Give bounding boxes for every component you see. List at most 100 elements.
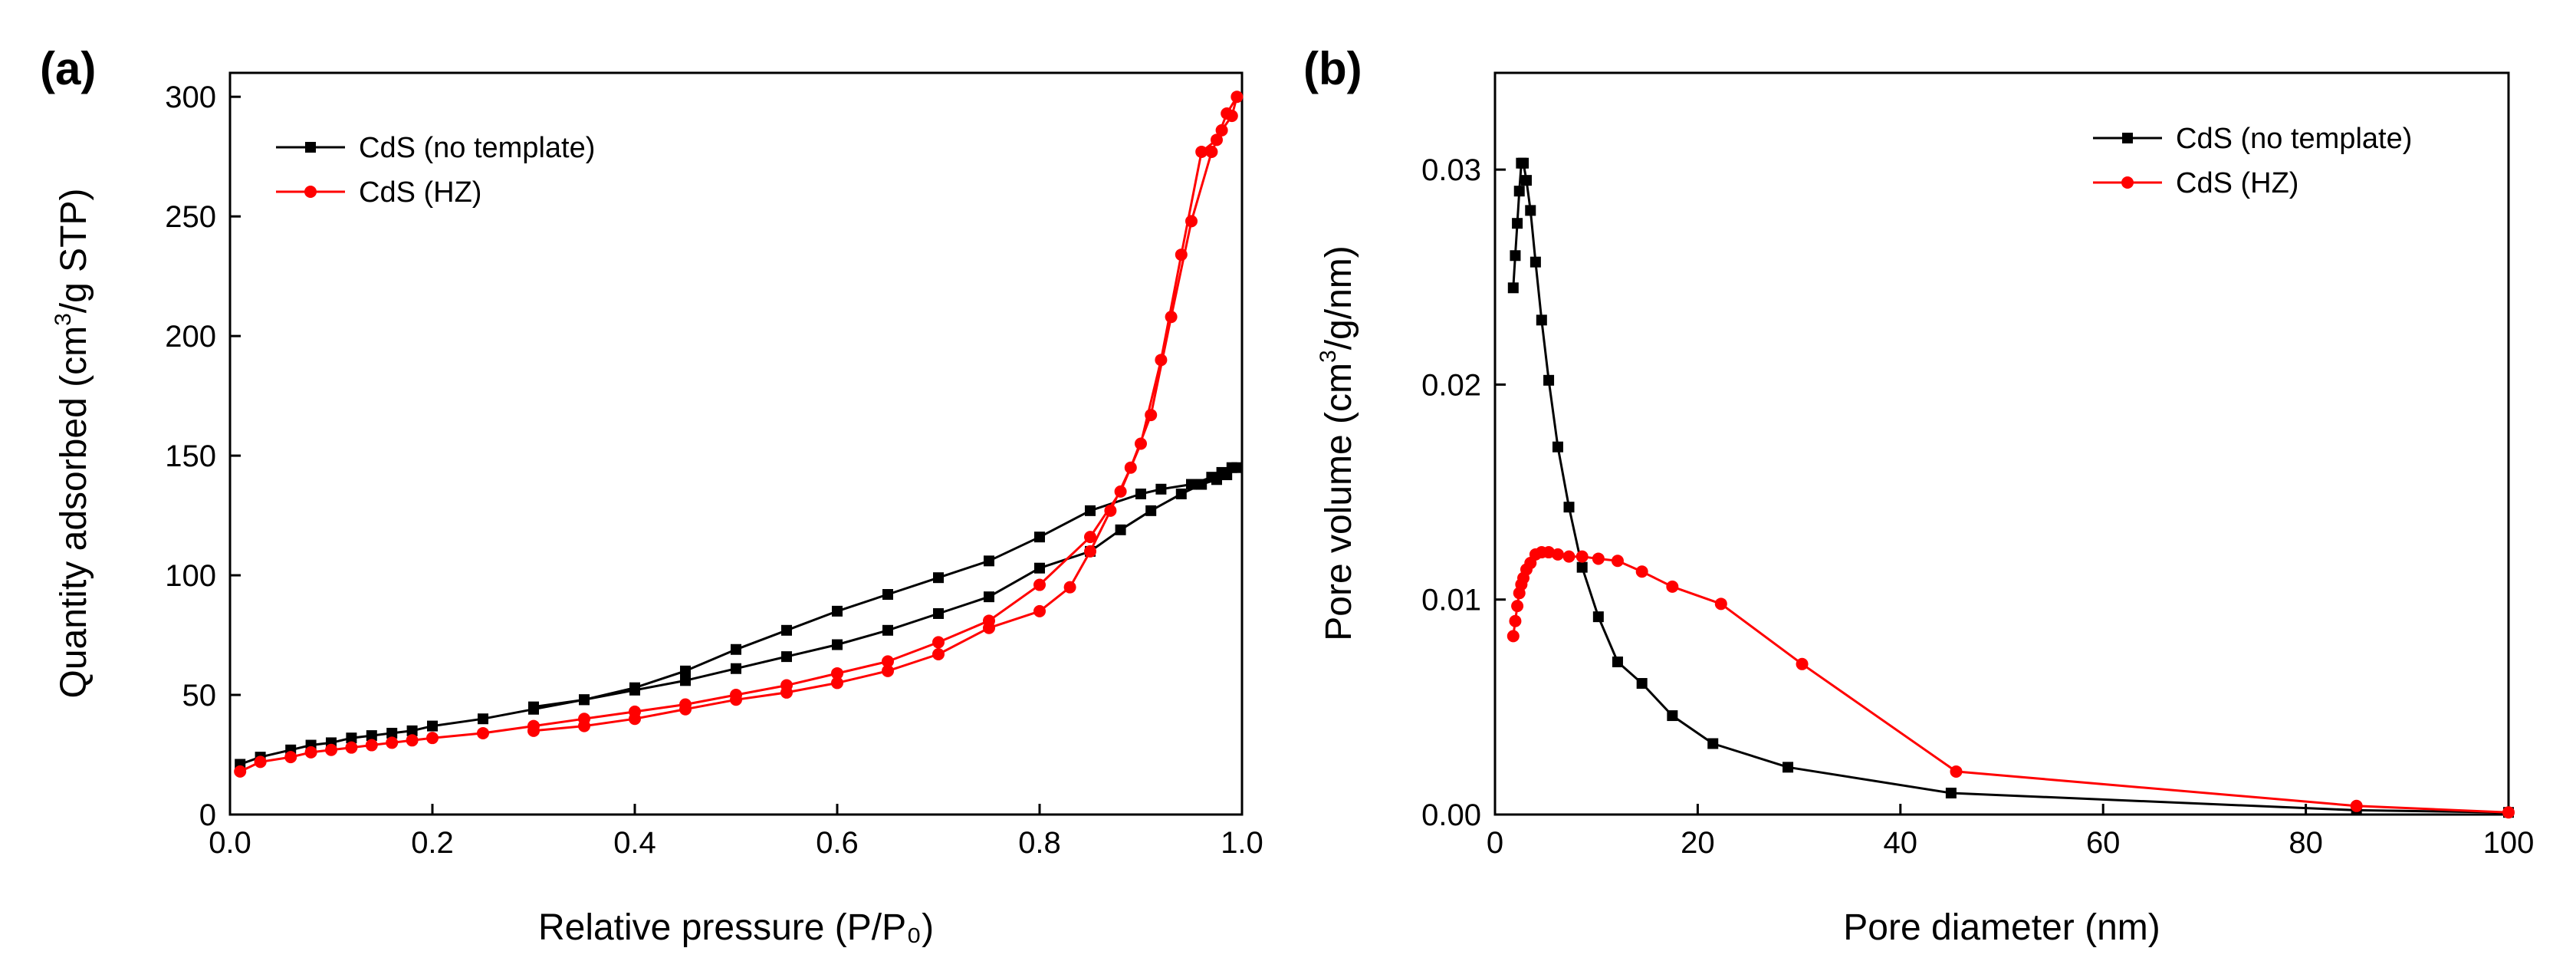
panel-b-x-tick-label: 100 <box>2483 826 2535 860</box>
panel-a-series-0-point <box>1155 483 1167 495</box>
panel-b-series-0-point <box>1612 656 1623 667</box>
panel-a-series-1-point <box>406 734 419 747</box>
panel-b-plot-frame <box>1493 71 2510 816</box>
panel-b-y-tick-label: 0.00 <box>1421 798 1481 832</box>
legend-label-hz: CdS (HZ) <box>359 176 481 209</box>
panel-a-series-1-point <box>730 693 742 706</box>
panel-b-series-0-point <box>1636 678 1648 690</box>
panel-a-series-0-point <box>933 607 944 619</box>
panel-b-series-1-point <box>1635 565 1648 578</box>
panel-a-series-0-point <box>1175 489 1187 500</box>
panel-a-series-1-point <box>1135 437 1147 450</box>
panel-a-y-tick-label: 200 <box>165 320 216 354</box>
panel-a-series-1-point <box>477 726 489 739</box>
panel-b-x-tick-label: 60 <box>2086 826 2121 860</box>
panel-a-series-0-point <box>832 639 843 650</box>
panel-a-series-0-point <box>1145 505 1157 516</box>
panel-a-series-1-point <box>1084 531 1096 544</box>
panel-b-series-1-point <box>1611 555 1624 568</box>
legend-label-no-template: CdS (no template) <box>359 132 595 164</box>
panel-a-y-ticks: 0 50 100 150 200 250 300 <box>165 81 241 832</box>
panel-b-series-0-point <box>1520 175 1532 186</box>
panel-a-series-0-point <box>528 701 539 713</box>
panel-a-y-tick-label: 100 <box>165 559 216 593</box>
panel-b-series-1-point <box>1714 597 1727 611</box>
panel-a-series-1-point <box>932 648 945 661</box>
panel-b-x-tick-label: 80 <box>2288 826 2323 860</box>
panel-b-series-0-point <box>1543 374 1555 386</box>
panel-b-series-0-point <box>1513 186 1525 197</box>
legend-label-no-template: CdS (no template) <box>2176 123 2412 155</box>
panel-a-series-1-point <box>426 732 439 745</box>
panel-a-series-1-point <box>304 746 317 759</box>
panel-b-y-axis-title: Pore volume (cm3/g/nm) <box>1316 245 1359 640</box>
panel-a-series-0-point <box>781 624 792 636</box>
panel-a-series-0-point <box>478 713 488 725</box>
panel-a-y-tick-label: 0 <box>199 798 216 832</box>
panel-b-series-0-point <box>1576 561 1588 573</box>
panel-a-x-tick-label: 0.8 <box>1018 826 1061 860</box>
panel-b-series-0-line <box>1512 162 2509 814</box>
panel-b-label: (b) <box>1303 43 1362 94</box>
panel-a-series-1-point <box>234 765 247 778</box>
panel-a-series-1-point <box>1165 311 1178 324</box>
panel-a-series-0-point <box>882 589 893 601</box>
panel-b-series-0-point <box>1510 250 1521 262</box>
panel-a-series-0-point <box>984 591 994 603</box>
panel-a-plot-frame <box>228 71 1244 816</box>
panel-a-series-0-point <box>832 605 843 617</box>
panel-b-series-1-point <box>1796 657 1809 670</box>
panel-b-y-tick-label: 0.03 <box>1421 153 1481 187</box>
panel-a-series-0-point <box>1034 562 1045 574</box>
panel-a-legend: CdS (no template) CdS (HZ) <box>276 132 595 209</box>
panel-a-y-axis-title: Quantity adsorbed (cm3/g STP) <box>51 189 94 699</box>
panel-b-series-0-point <box>1512 218 1523 229</box>
panel-a-x-axis-title: Relative pressure (P/P₀) <box>538 907 934 948</box>
panel-a-series-0-point <box>984 555 994 567</box>
panel-b-series-0-point <box>1525 205 1536 216</box>
panel-a-series-0-point <box>406 725 418 736</box>
panel-a-series-0-point <box>731 663 741 674</box>
panel-a-series-0-point <box>1186 479 1197 490</box>
panel-a-series-1-point <box>882 655 894 668</box>
panel-a-y-tick-label: 150 <box>165 439 216 473</box>
panel-b-series-1-point <box>1551 548 1564 561</box>
panel-b-legend: CdS (no template) CdS (HZ) <box>2093 123 2412 199</box>
panel-a-series-1-point <box>365 739 378 752</box>
panel-a-label: (a) <box>40 43 96 94</box>
panel-b-series-0-point <box>1563 502 1575 513</box>
panel-b-series-0-point <box>1507 282 1519 294</box>
panel-b-series-1-point <box>1576 550 1589 563</box>
panel-a-series-1-point <box>1084 545 1096 558</box>
panel-a: (a) 0.0 0.2 0.4 0.6 0.8 1.0 0 50 100 150 200 250 30… <box>40 43 1263 948</box>
panel-a-series-0-point <box>680 675 691 686</box>
panel-b-series-0-point <box>1592 611 1604 623</box>
panel-b-series <box>1506 157 2515 819</box>
panel-b-y-tick-label: 0.01 <box>1421 584 1481 617</box>
panel-a-series-1-point <box>325 743 337 756</box>
panel-a-y-tick-label: 250 <box>165 200 216 234</box>
panel-b-series-0-point <box>1530 256 1541 268</box>
panel-a-series-0-point <box>882 624 893 636</box>
panel-b: (b) 0 20 40 60 80 100 0.00 0.01 0.02 0.03 Pore d… <box>1303 43 2534 948</box>
panel-a-series <box>234 91 1244 778</box>
panel-a-series-1-point <box>1211 133 1223 146</box>
panel-a-series-1-point <box>1185 215 1198 228</box>
panel-b-series-0-point <box>1945 787 1957 798</box>
panel-a-series-0-point <box>1085 505 1096 516</box>
panel-a-y-tick-label: 300 <box>165 81 216 114</box>
panel-a-series-0-point <box>366 730 377 742</box>
panel-b-series-1-point <box>1666 580 1679 593</box>
panel-b-series-1-point <box>1511 600 1524 613</box>
panel-a-series-0-point <box>680 665 691 676</box>
panel-b-series-0-point <box>1707 738 1719 749</box>
panel-a-series-1-point <box>679 703 692 716</box>
panel-b-series-0-point <box>1536 314 1547 326</box>
panel-b-series-0-point <box>1552 441 1563 453</box>
panel-a-series-0-point <box>1206 472 1217 483</box>
panel-a-series-0-point <box>629 682 640 693</box>
panel-b-x-axis-title: Pore diameter (nm) <box>1843 907 2160 948</box>
panel-a-x-tick-label: 0.2 <box>411 826 454 860</box>
panel-a-series-1-point <box>1033 604 1046 617</box>
panel-a-x-tick-label: 0.4 <box>613 826 656 860</box>
